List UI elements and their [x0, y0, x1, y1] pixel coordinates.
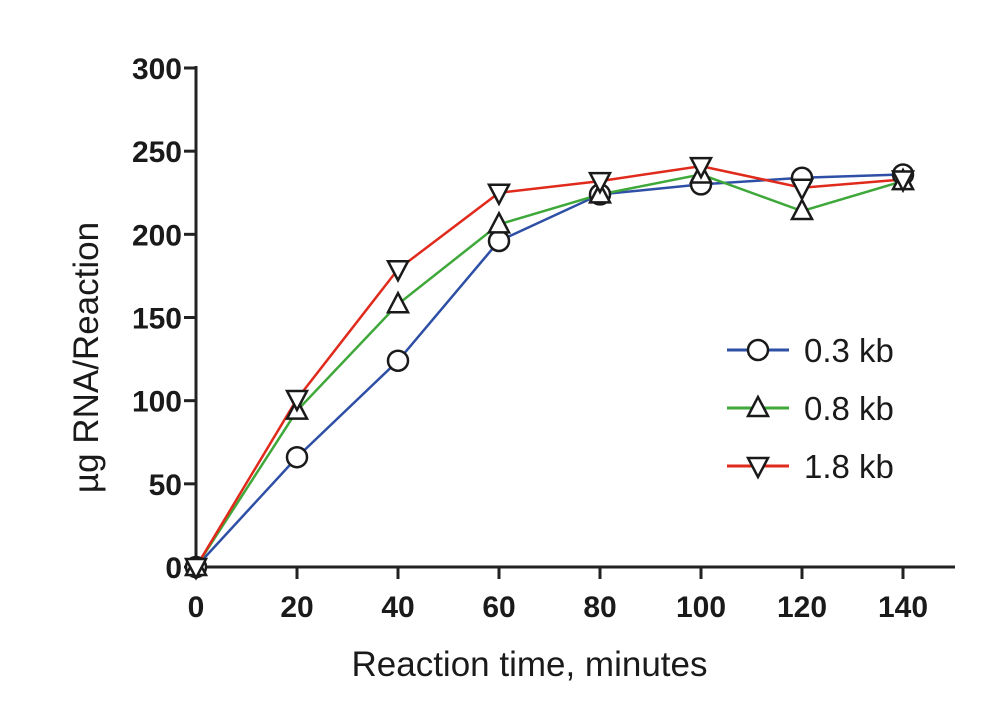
- legend-item: 0.8 kb: [727, 390, 894, 427]
- series-markers: [183, 156, 916, 581]
- y-tick-label: 0: [165, 552, 182, 585]
- data-point: [183, 557, 209, 581]
- x-tick-label: 0: [188, 591, 205, 624]
- data-point: [789, 178, 815, 202]
- data-point: [386, 349, 410, 372]
- data-point: [486, 210, 512, 234]
- x-tick-label: 20: [280, 591, 313, 624]
- legend-label: 1.8 kb: [804, 448, 894, 485]
- series-0-3-kb: [195, 173, 904, 568]
- series-markers: [184, 163, 915, 579]
- data-point: [385, 290, 411, 314]
- series-line: [194, 164, 904, 568]
- x-tick-label: 140: [878, 591, 928, 624]
- series-line: [195, 173, 904, 568]
- y-tick-label: 300: [132, 53, 182, 86]
- data-point: [789, 197, 815, 221]
- legend: 0.3 kb 0.8 kb 1.8 kb: [727, 332, 894, 485]
- legend-label: 0.3 kb: [804, 332, 894, 369]
- legend-marker: [745, 394, 771, 418]
- series-markers: [183, 160, 916, 577]
- legend-item: 0.3 kb: [727, 332, 894, 369]
- data-point: [385, 260, 411, 283]
- series-layer: [183, 156, 916, 581]
- x-tick-label: 120: [777, 591, 827, 624]
- x-tick-label: 60: [482, 591, 515, 624]
- x-tick-label: 40: [381, 591, 414, 624]
- data-point: [284, 389, 310, 413]
- data-point: [285, 445, 309, 469]
- data-point: [688, 156, 714, 180]
- data-point: [587, 171, 613, 195]
- y-tick-label: 50: [149, 469, 182, 502]
- axes: 0 50 100 150 200 250 300 0 20 40 60 80 100 120 140: [132, 53, 955, 624]
- x-tick-label: 100: [676, 591, 726, 624]
- y-tick-label: 200: [132, 219, 182, 252]
- x-tick-label: 80: [583, 591, 616, 624]
- y-tick-label: 250: [132, 136, 182, 169]
- legend-label: 0.8 kb: [804, 390, 894, 427]
- data-point: [890, 170, 916, 194]
- series-1-8-kb: [194, 164, 904, 568]
- data-point: [486, 183, 512, 207]
- y-tick-label: 150: [132, 303, 182, 336]
- series-0-8-kb: [194, 173, 904, 568]
- legend-marker: [745, 456, 771, 480]
- y-axis-title: µg RNA/Reaction: [67, 222, 106, 493]
- data-point: [487, 229, 511, 253]
- legend-marker: [746, 338, 770, 362]
- x-axis-title: Reaction time, minutes: [352, 645, 708, 684]
- series-line: [194, 173, 904, 568]
- legend-item: 1.8 kb: [727, 448, 894, 485]
- y-tick-label: 100: [132, 386, 182, 419]
